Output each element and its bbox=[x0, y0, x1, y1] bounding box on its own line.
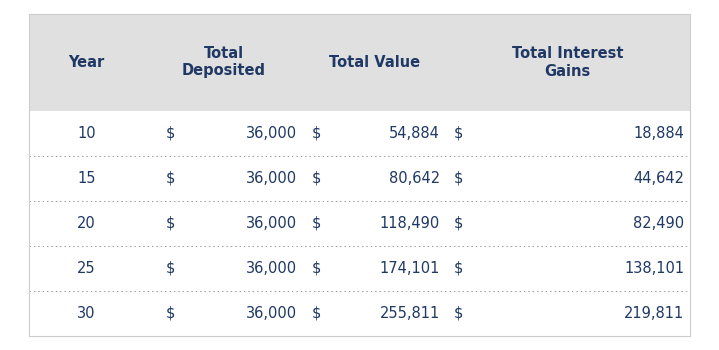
Text: 174,101: 174,101 bbox=[380, 261, 440, 276]
Text: 54,884: 54,884 bbox=[389, 126, 440, 141]
Text: $: $ bbox=[312, 306, 321, 321]
Text: $: $ bbox=[166, 171, 175, 186]
Text: 10: 10 bbox=[78, 126, 96, 141]
Text: 36,000: 36,000 bbox=[247, 126, 298, 141]
Text: 138,101: 138,101 bbox=[624, 261, 684, 276]
Text: 82,490: 82,490 bbox=[633, 216, 684, 231]
Text: $: $ bbox=[454, 216, 464, 231]
Bar bbox=[29, 14, 690, 111]
Text: $: $ bbox=[312, 171, 321, 186]
Text: Total Interest
Gains: Total Interest Gains bbox=[512, 46, 623, 78]
Text: Total
Deposited: Total Deposited bbox=[182, 46, 266, 78]
Text: 36,000: 36,000 bbox=[247, 261, 298, 276]
Text: 36,000: 36,000 bbox=[247, 306, 298, 321]
Text: $: $ bbox=[312, 261, 321, 276]
Text: $: $ bbox=[312, 126, 321, 141]
Text: Year: Year bbox=[68, 55, 105, 70]
Text: $: $ bbox=[454, 126, 464, 141]
Text: 20: 20 bbox=[77, 216, 96, 231]
Text: 219,811: 219,811 bbox=[624, 306, 684, 321]
Text: $: $ bbox=[454, 306, 464, 321]
Text: 15: 15 bbox=[78, 171, 96, 186]
Text: Total Value: Total Value bbox=[329, 55, 420, 70]
Text: 36,000: 36,000 bbox=[247, 171, 298, 186]
Text: 25: 25 bbox=[78, 261, 96, 276]
Text: 80,642: 80,642 bbox=[388, 171, 440, 186]
Text: $: $ bbox=[312, 216, 321, 231]
Text: 118,490: 118,490 bbox=[380, 216, 440, 231]
Text: 18,884: 18,884 bbox=[633, 126, 684, 141]
Text: $: $ bbox=[454, 171, 464, 186]
Text: 36,000: 36,000 bbox=[247, 216, 298, 231]
Text: $: $ bbox=[166, 126, 175, 141]
Text: 30: 30 bbox=[78, 306, 96, 321]
Text: $: $ bbox=[454, 261, 464, 276]
Text: $: $ bbox=[166, 306, 175, 321]
Text: $: $ bbox=[166, 261, 175, 276]
Text: 44,642: 44,642 bbox=[633, 171, 684, 186]
Text: $: $ bbox=[166, 216, 175, 231]
Text: 255,811: 255,811 bbox=[380, 306, 440, 321]
